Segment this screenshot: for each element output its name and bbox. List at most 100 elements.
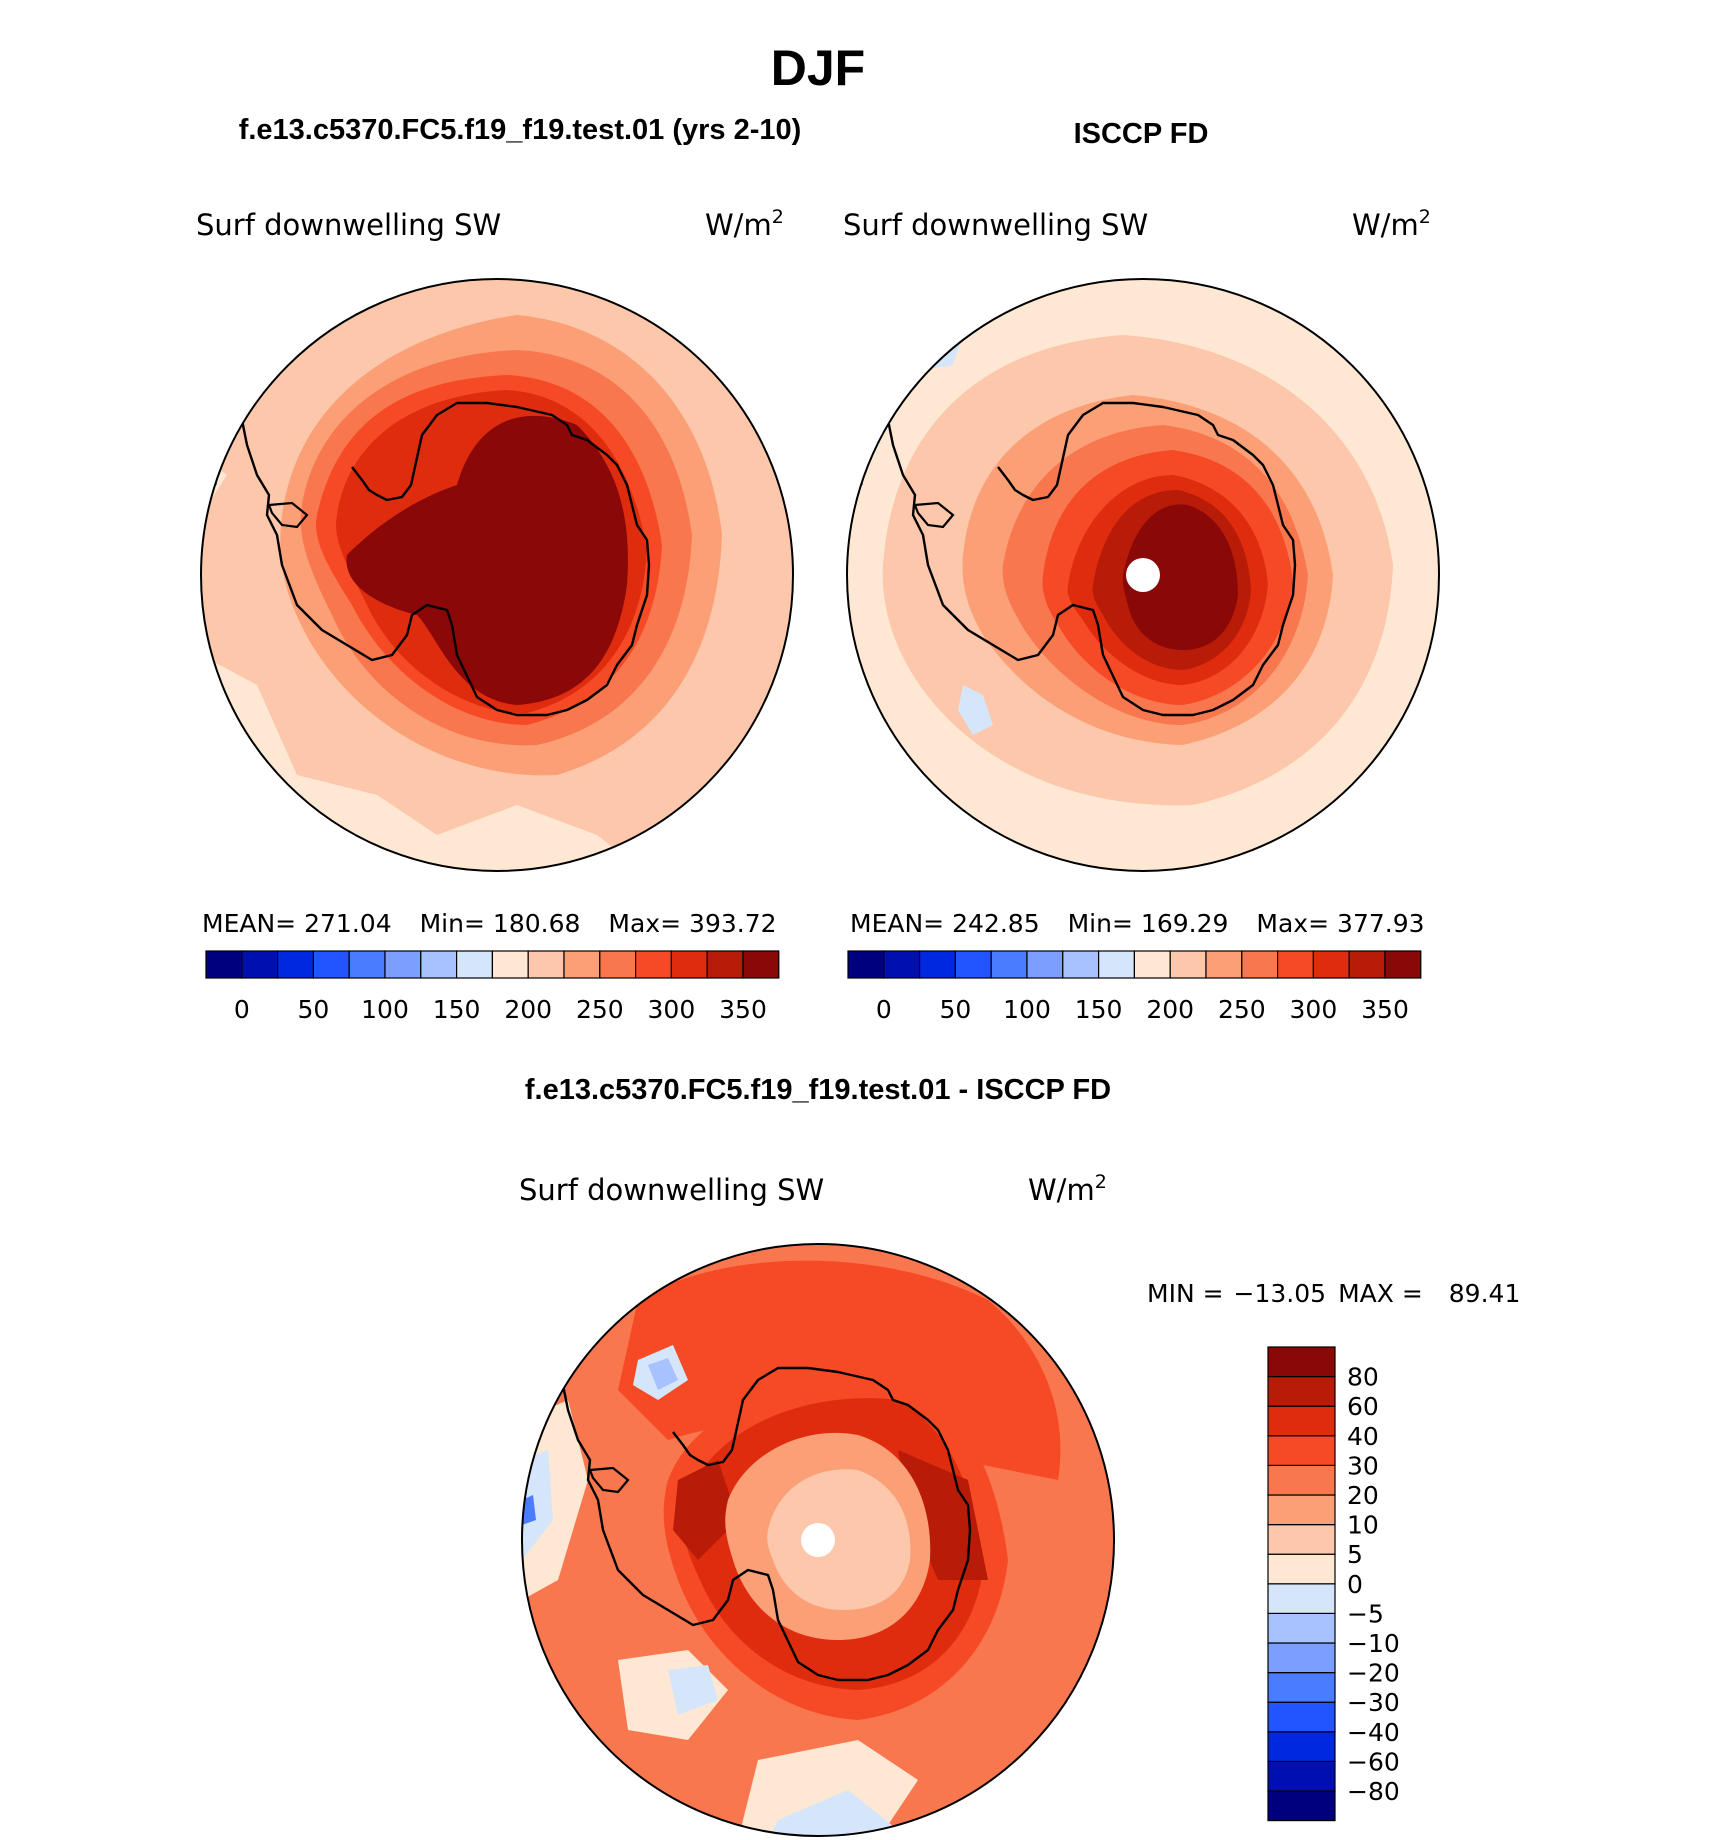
diff-colorbar-swatch bbox=[1267, 1494, 1336, 1526]
diff-colorbar-swatch bbox=[1267, 1553, 1336, 1585]
obs-colorbar-swatch bbox=[990, 950, 1028, 979]
diff-variable-label: Surf downwelling SW bbox=[519, 1173, 824, 1207]
map-field-level-380 bbox=[346, 415, 628, 705]
diff-units-label: W/m2 bbox=[1028, 1171, 1107, 1207]
obs-variable-label: Surf downwelling SW bbox=[843, 208, 1148, 242]
obs-colorbar-tick-label: 250 bbox=[1218, 995, 1266, 1024]
map-field-level-0 bbox=[768, 1790, 898, 1836]
map-field-blue-patch bbox=[958, 685, 993, 735]
obs-colorbar-tick-label: 50 bbox=[939, 995, 971, 1024]
diff-map bbox=[521, 1243, 1115, 1837]
diff-colorbar-tick-label: 10 bbox=[1347, 1511, 1379, 1540]
obs-colorbar-swatch bbox=[1384, 950, 1422, 979]
antarctic-peninsula-islands bbox=[588, 1466, 630, 1494]
model-colorbar-swatch bbox=[312, 950, 350, 979]
obs-colorbar-tick-label: 350 bbox=[1361, 995, 1409, 1024]
obs-stats: MEAN= 242.85 Min= 169.29 Max= 377.93 bbox=[850, 909, 1425, 938]
model-colorbar-tick-label: 200 bbox=[504, 995, 552, 1024]
model-colorbar-swatch bbox=[670, 950, 708, 979]
diff-colorbar-tick-label: 40 bbox=[1347, 1422, 1379, 1451]
south-america-tip bbox=[221, 350, 231, 361]
map-boundary bbox=[846, 278, 1440, 872]
diff-colorbar-swatch bbox=[1267, 1731, 1336, 1763]
diff-colorbar-tick-label: −80 bbox=[1347, 1777, 1400, 1806]
diff-colorbar-swatch bbox=[1267, 1612, 1336, 1644]
diff-colorbar-tick-label: 20 bbox=[1347, 1481, 1379, 1510]
map-field-level-neg-20 bbox=[522, 1495, 536, 1525]
diff-colorbar-tick-label: 80 bbox=[1347, 1363, 1379, 1392]
south-america-tip bbox=[542, 1315, 552, 1326]
diff-colorbar-tick-label: −30 bbox=[1347, 1688, 1400, 1717]
model-stats: MEAN= 271.04 Min= 180.68 Max= 393.72 bbox=[202, 909, 777, 938]
obs-colorbar-swatch bbox=[1348, 950, 1386, 979]
model-colorbar-swatch bbox=[527, 950, 565, 979]
diff-colorbar-tick-label: 5 bbox=[1347, 1540, 1363, 1569]
model-colorbar-swatch bbox=[634, 950, 672, 979]
diff-colorbar-swatch bbox=[1267, 1405, 1336, 1437]
diff-colorbar-tick-label: −10 bbox=[1347, 1629, 1400, 1658]
diff-colorbar-swatch bbox=[1267, 1760, 1336, 1792]
map-field-level-0 bbox=[522, 1450, 553, 1560]
obs-map bbox=[846, 278, 1440, 872]
model-colorbar-swatch bbox=[599, 950, 637, 979]
diff-colorbar-tick-label: 60 bbox=[1347, 1392, 1379, 1421]
diff-panel-title: f.e13.c5370.FC5.f19_f19.test.01 - ISCCP … bbox=[525, 1074, 1111, 1106]
main-title: DJF bbox=[771, 40, 865, 96]
obs-colorbar-swatch bbox=[1241, 950, 1279, 979]
diff-colorbar-swatch bbox=[1267, 1701, 1336, 1733]
obs-colorbar-tick-label: 150 bbox=[1075, 995, 1123, 1024]
model-panel-title: f.e13.c5370.FC5.f19_f19.test.01 (yrs 2-1… bbox=[239, 114, 802, 146]
obs-colorbar-swatch bbox=[847, 950, 885, 979]
obs-units-label: W/m2 bbox=[1352, 206, 1431, 242]
map-field-level-400 bbox=[1122, 504, 1238, 650]
obs-colorbar-tick-label: 200 bbox=[1146, 995, 1194, 1024]
obs-colorbar-swatch bbox=[1062, 950, 1100, 979]
map-field-level-80 bbox=[673, 1460, 738, 1560]
diff-colorbar-tick-label: 30 bbox=[1347, 1451, 1379, 1480]
pole-missing-data bbox=[801, 1523, 835, 1557]
obs-colorbar-swatch bbox=[1133, 950, 1171, 979]
diff-colorbar-swatch bbox=[1267, 1642, 1336, 1674]
model-colorbar-tick-label: 300 bbox=[648, 995, 696, 1024]
obs-colorbar-tick-label: 300 bbox=[1290, 995, 1338, 1024]
obs-colorbar-swatch bbox=[1312, 950, 1350, 979]
antarctica-coastline bbox=[886, 401, 1297, 717]
antarctica-coastline bbox=[240, 401, 651, 717]
diff-colorbar-swatch bbox=[1267, 1523, 1336, 1555]
model-colorbar-tick-label: 150 bbox=[433, 995, 481, 1024]
diff-colorbar-swatch bbox=[1267, 1375, 1336, 1407]
map-field-level-neg-5 bbox=[648, 1358, 678, 1390]
model-colorbar-swatch bbox=[348, 950, 386, 979]
model-units-label: W/m2 bbox=[705, 206, 784, 242]
diff-colorbar-swatch bbox=[1267, 1671, 1336, 1703]
diff-stats: MIN = −13.05 MAX = 89.41 bbox=[1147, 1279, 1520, 1308]
model-colorbar-swatch bbox=[420, 950, 458, 979]
obs-colorbar-tick-label: 100 bbox=[1003, 995, 1051, 1024]
model-colorbar-tick-label: 50 bbox=[297, 995, 329, 1024]
antarctica-coastline bbox=[561, 1366, 972, 1682]
obs-colorbar-swatch bbox=[954, 950, 992, 979]
obs-colorbar-swatch bbox=[1026, 950, 1064, 979]
diff-colorbar-swatch bbox=[1267, 1464, 1336, 1496]
obs-colorbar-swatch bbox=[1169, 950, 1207, 979]
model-colorbar-swatch bbox=[563, 950, 601, 979]
map-field-level-10 bbox=[522, 1400, 588, 1600]
antarctic-peninsula-islands bbox=[267, 501, 309, 529]
obs-colorbar-swatch bbox=[1097, 950, 1135, 979]
diff-colorbar-tick-label: −20 bbox=[1347, 1659, 1400, 1688]
obs-panel-title: ISCCP FD bbox=[1074, 118, 1209, 150]
map-field-level-20 bbox=[767, 1469, 911, 1610]
model-colorbar-tick-label: 350 bbox=[719, 995, 767, 1024]
model-colorbar-tick-label: 0 bbox=[234, 995, 250, 1024]
model-colorbar-swatch bbox=[241, 950, 279, 979]
diff-colorbar-swatch bbox=[1267, 1583, 1336, 1615]
diff-colorbar-swatch bbox=[1267, 1435, 1336, 1467]
map-boundary bbox=[521, 1243, 1115, 1837]
antarctic-peninsula-islands bbox=[913, 501, 955, 529]
model-colorbar-swatch bbox=[277, 950, 315, 979]
obs-colorbar-tick-label: 0 bbox=[876, 995, 892, 1024]
model-map bbox=[200, 278, 794, 872]
diff-colorbar-tick-label: −5 bbox=[1347, 1599, 1384, 1628]
